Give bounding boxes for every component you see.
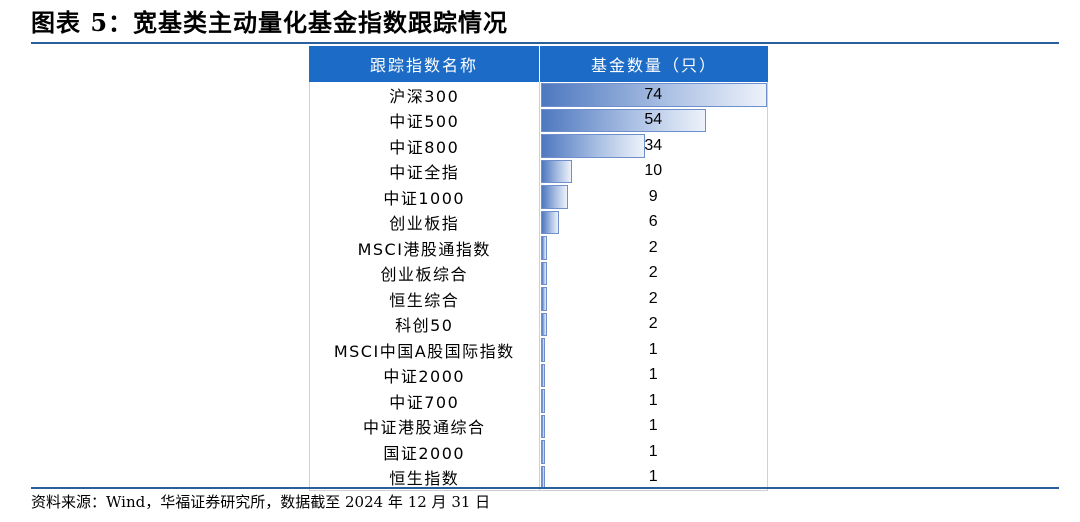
data-bar	[540, 287, 547, 311]
index-name-cell: 科创50	[310, 311, 540, 337]
data-bar	[540, 414, 545, 438]
fund-count-cell: 2	[540, 261, 768, 287]
table-row: MSCI港股通指数 2	[310, 235, 767, 261]
data-bar	[540, 108, 706, 132]
index-name-cell: 恒生综合	[310, 286, 540, 312]
fund-count-cell: 1	[540, 388, 768, 414]
table-row: 中证700 1	[310, 388, 767, 414]
title-rule	[31, 42, 1059, 44]
fund-count-cell: 74	[540, 82, 768, 108]
fund-count-value: 2	[648, 238, 658, 256]
index-name-cell: 国证2000	[310, 439, 540, 465]
index-name-cell: 中证2000	[310, 362, 540, 388]
fund-count-value: 34	[644, 136, 663, 154]
fund-count-cell: 2	[540, 312, 768, 338]
header-fund-count: 基金数量（只）	[590, 56, 717, 75]
index-name-cell: 中证800	[310, 133, 540, 159]
index-name-cell: MSCI港股通指数	[310, 235, 540, 261]
source-note: 资料来源：Wind，华福证券研究所，数据截至 2024 年 12 月 31 日	[31, 493, 491, 511]
fund-count-cell: 6	[540, 210, 768, 236]
table-row: 创业板综合 2	[310, 260, 768, 287]
table-row: 中证500 54	[310, 107, 768, 134]
index-name-cell: 中证全指	[310, 158, 540, 184]
fund-count-cell: 1	[540, 414, 768, 440]
fund-count-cell: 1	[540, 337, 768, 363]
table-row: 中证全指 10	[310, 158, 768, 185]
table-row: 国证2000 1	[310, 439, 767, 465]
figure-title: 图表 5：宽基类主动量化基金指数跟踪情况	[31, 8, 509, 37]
fund-count-value: 1	[648, 468, 658, 486]
fund-count-cell: 54	[540, 108, 768, 134]
table-row: 科创50 2	[310, 311, 768, 338]
table-body: 沪深300 74 中证500 54 中证800 34 中证全指 10 中证1000 9 创业板指 6 M…	[309, 82, 768, 491]
data-bar	[540, 159, 572, 183]
data-bar	[540, 134, 645, 158]
data-bar	[540, 465, 545, 489]
fund-count-cell: 9	[540, 184, 768, 210]
header-index-name: 跟踪指数名称	[309, 46, 540, 82]
fund-count-value: 2	[648, 289, 658, 307]
table-row: 沪深300 74	[310, 82, 767, 108]
index-name-cell: MSCI中国A股国际指数	[310, 337, 540, 363]
index-name-cell: 创业板指	[310, 209, 540, 235]
data-bar	[540, 185, 568, 209]
index-name-cell: 中证1000	[310, 184, 540, 210]
data-bar	[540, 363, 545, 387]
table-row: 中证1000 9	[310, 184, 767, 210]
data-bar	[540, 83, 767, 107]
data-bar	[540, 338, 545, 362]
fund-count-value: 2	[648, 315, 658, 333]
table-row: 中证港股通综合 1	[310, 413, 768, 440]
fund-count-value: 10	[644, 162, 663, 180]
fund-count-value: 1	[648, 340, 658, 358]
data-bar	[540, 261, 547, 285]
table-row: 创业板指 6	[310, 209, 768, 236]
fund-count-value: 54	[644, 111, 663, 129]
data-bar	[540, 236, 547, 260]
data-bar	[540, 210, 559, 234]
fund-count-value: 1	[648, 442, 658, 460]
table-row: 中证2000 1	[310, 362, 768, 389]
table-row: 恒生指数 1	[310, 464, 767, 490]
table-row: 中证800 34	[310, 133, 767, 159]
data-bar	[540, 389, 545, 413]
index-name-cell: 创业板综合	[310, 260, 540, 286]
fund-count-cell: 10	[540, 159, 768, 185]
index-name-cell: 恒生指数	[310, 464, 540, 490]
table-header: 跟踪指数名称 基金数量（只）	[309, 46, 768, 82]
index-name-cell: 中证700	[310, 388, 540, 414]
fund-count-cell: 1	[540, 363, 768, 389]
fund-count-value: 2	[648, 264, 658, 282]
fund-count-cell: 2	[540, 286, 768, 312]
fund-count-value: 74	[644, 85, 663, 103]
index-tracking-table: 跟踪指数名称 基金数量（只） 沪深300 74 中证500 54 中证800 34 中证全指…	[309, 46, 768, 491]
fund-count-value: 9	[648, 187, 658, 205]
fund-count-cell: 1	[540, 439, 768, 465]
fund-count-value: 6	[648, 213, 658, 231]
index-name-cell: 中证港股通综合	[310, 413, 540, 439]
source-rule	[31, 487, 1059, 489]
index-name-cell: 中证500	[310, 107, 540, 133]
fund-count-cell: 34	[540, 133, 768, 159]
table-row: MSCI中国A股国际指数 1	[310, 337, 767, 363]
data-bar	[540, 312, 547, 336]
fund-count-value: 1	[648, 391, 658, 409]
index-name-cell: 沪深300	[310, 82, 540, 108]
table-row: 恒生综合 2	[310, 286, 767, 312]
data-bar	[540, 440, 545, 464]
fund-count-value: 1	[648, 366, 658, 384]
fund-count-cell: 2	[540, 235, 768, 261]
fund-count-value: 1	[648, 417, 658, 435]
